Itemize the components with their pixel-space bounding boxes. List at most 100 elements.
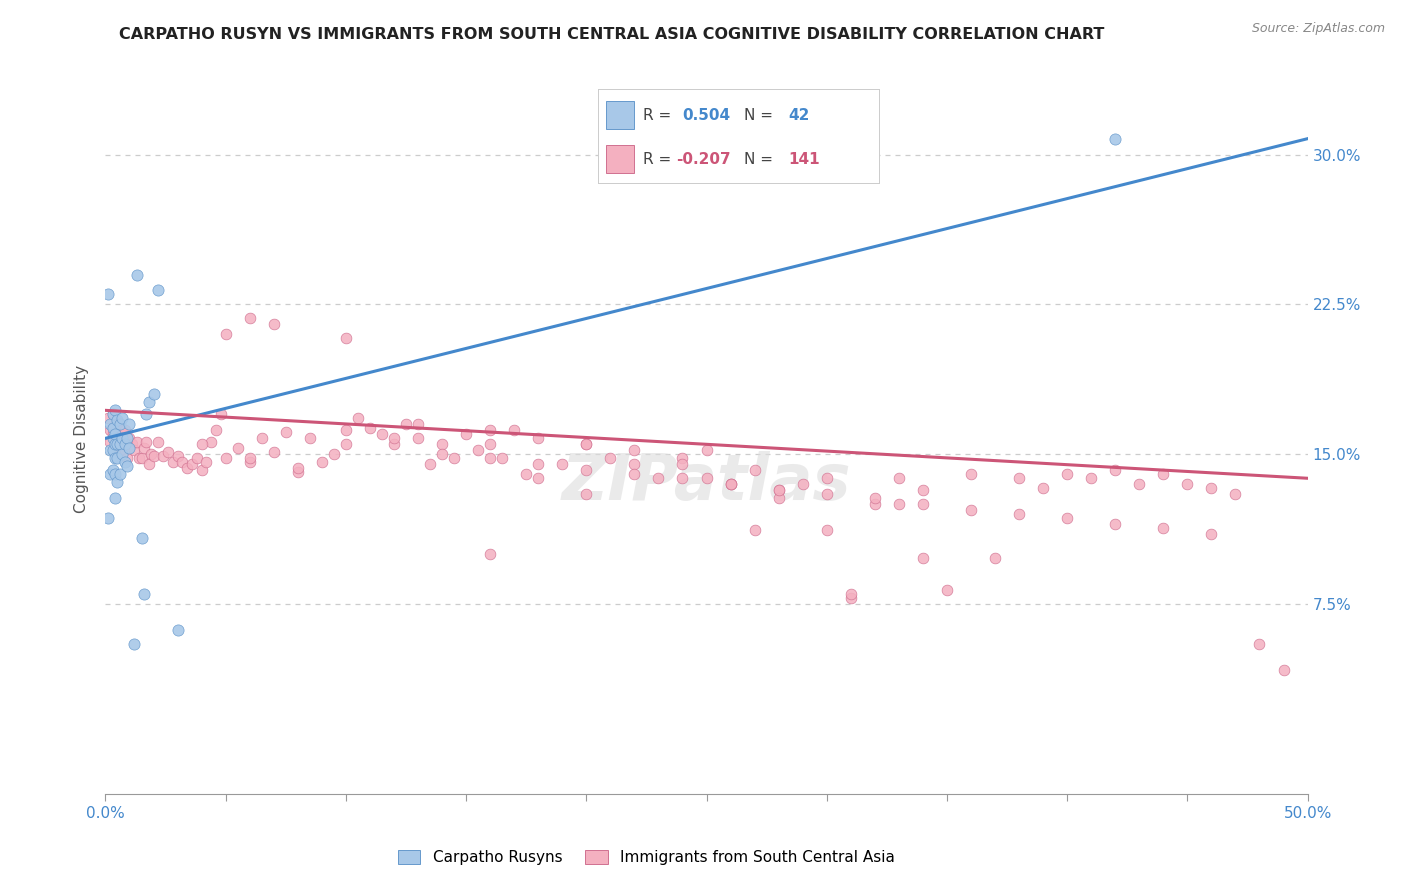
Point bbox=[406, 431, 429, 445]
Point bbox=[347, 411, 370, 425]
Point bbox=[298, 431, 321, 445]
Point bbox=[527, 471, 550, 485]
Point bbox=[623, 467, 645, 482]
Point bbox=[166, 450, 188, 464]
Point bbox=[382, 431, 405, 445]
Point bbox=[527, 457, 550, 471]
Point bbox=[114, 443, 136, 458]
Point bbox=[647, 471, 669, 485]
Point bbox=[118, 442, 141, 456]
Point bbox=[359, 421, 381, 435]
Point bbox=[479, 423, 502, 437]
Point bbox=[575, 487, 598, 501]
Point bbox=[131, 451, 153, 466]
Point bbox=[98, 417, 121, 432]
Point bbox=[98, 443, 121, 458]
Point bbox=[936, 583, 959, 598]
Point bbox=[107, 443, 129, 458]
Point bbox=[479, 437, 502, 451]
Point bbox=[263, 318, 285, 332]
Point bbox=[97, 411, 120, 425]
Point bbox=[467, 443, 489, 458]
Point bbox=[111, 443, 134, 458]
Point bbox=[209, 408, 232, 422]
Point bbox=[287, 461, 309, 475]
Point bbox=[1008, 507, 1031, 521]
Point bbox=[107, 413, 129, 427]
Text: R =: R = bbox=[643, 108, 676, 123]
Point bbox=[984, 551, 1007, 566]
Point bbox=[551, 457, 574, 471]
Point bbox=[515, 467, 537, 482]
Point bbox=[623, 457, 645, 471]
Point bbox=[135, 435, 157, 450]
Point bbox=[124, 443, 146, 458]
Point bbox=[111, 411, 134, 425]
Point bbox=[250, 431, 273, 445]
Point bbox=[114, 455, 136, 469]
Point bbox=[121, 437, 143, 451]
Point bbox=[190, 437, 212, 451]
Text: 42: 42 bbox=[789, 108, 810, 123]
Point bbox=[111, 447, 134, 461]
Point bbox=[107, 451, 129, 466]
Point bbox=[239, 455, 262, 469]
Point bbox=[107, 475, 129, 490]
Point bbox=[1056, 467, 1078, 482]
Point bbox=[195, 455, 218, 469]
Point bbox=[135, 408, 157, 422]
Text: CARPATHO RUSYN VS IMMIGRANTS FROM SOUTH CENTRAL ASIA COGNITIVE DISABILITY CORREL: CARPATHO RUSYN VS IMMIGRANTS FROM SOUTH … bbox=[120, 27, 1104, 42]
Point bbox=[863, 491, 886, 506]
Point bbox=[671, 457, 693, 471]
Point bbox=[671, 451, 693, 466]
Point bbox=[181, 457, 204, 471]
Point bbox=[108, 437, 131, 451]
Point bbox=[768, 491, 790, 506]
Point bbox=[125, 268, 148, 282]
Point bbox=[98, 423, 121, 437]
Point bbox=[1104, 131, 1126, 145]
Point bbox=[162, 455, 184, 469]
Point bbox=[186, 451, 208, 466]
Point bbox=[118, 431, 141, 445]
Point bbox=[124, 637, 146, 651]
Point bbox=[214, 451, 236, 466]
FancyBboxPatch shape bbox=[606, 145, 634, 173]
Point bbox=[454, 427, 477, 442]
Point bbox=[148, 435, 170, 450]
Point bbox=[287, 465, 309, 479]
Point bbox=[108, 467, 131, 482]
Text: N =: N = bbox=[744, 108, 778, 123]
Point bbox=[419, 457, 441, 471]
Point bbox=[1152, 467, 1174, 482]
Point bbox=[214, 327, 236, 342]
Point bbox=[132, 587, 155, 601]
Point bbox=[503, 423, 526, 437]
Y-axis label: Cognitive Disability: Cognitive Disability bbox=[75, 365, 90, 514]
Point bbox=[1104, 463, 1126, 477]
Point bbox=[1032, 481, 1054, 495]
Point bbox=[839, 587, 862, 601]
Point bbox=[815, 487, 838, 501]
Point bbox=[108, 417, 131, 432]
Point bbox=[156, 445, 179, 459]
Point bbox=[101, 427, 124, 442]
Point bbox=[98, 467, 121, 482]
Point bbox=[200, 435, 222, 450]
Point bbox=[98, 435, 121, 450]
Point bbox=[101, 408, 124, 422]
Point bbox=[274, 425, 297, 440]
Point bbox=[792, 477, 814, 491]
Point bbox=[148, 284, 170, 298]
Legend: Carpatho Rusyns, Immigrants from South Central Asia: Carpatho Rusyns, Immigrants from South C… bbox=[391, 844, 901, 871]
Point bbox=[1249, 637, 1271, 651]
Point bbox=[335, 437, 357, 451]
Point bbox=[152, 450, 174, 464]
Point bbox=[815, 523, 838, 537]
Point bbox=[479, 547, 502, 561]
Point bbox=[720, 477, 742, 491]
Point bbox=[815, 471, 838, 485]
Point bbox=[479, 451, 502, 466]
Point bbox=[1152, 521, 1174, 535]
Point bbox=[322, 447, 344, 461]
